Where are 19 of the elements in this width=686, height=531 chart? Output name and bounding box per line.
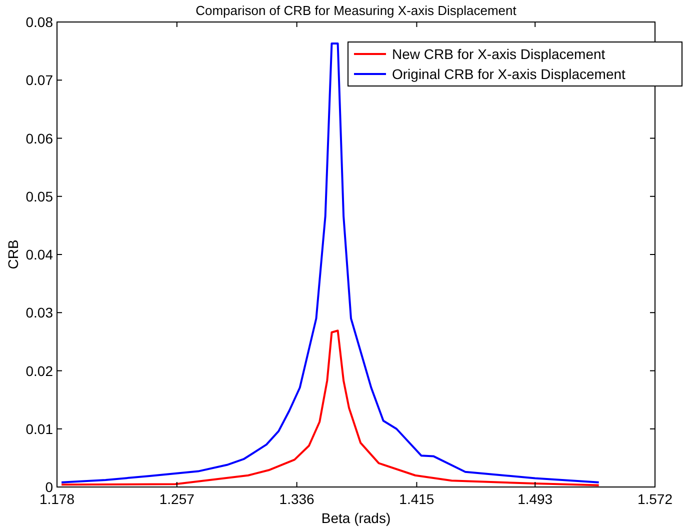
line-series (60, 330, 600, 486)
y-tick-label: 0.01 (26, 420, 54, 437)
y-tick-label: 0.05 (26, 188, 54, 204)
legend-label: Original CRB for X-axis Displacement (392, 66, 626, 82)
x-tick-label: 1.493 (518, 491, 553, 507)
x-axis-title: Beta (rads) (321, 510, 391, 526)
y-tick-label: 0.03 (26, 304, 54, 321)
y-tick-label: 0.08 (26, 14, 54, 30)
x-tick-label: 1.572 (637, 491, 673, 507)
legend-label: New CRB for X-axis Displacement (392, 46, 606, 62)
y-tick-label: 0.02 (26, 362, 54, 379)
y-tick-label: 0.06 (26, 130, 54, 146)
chart-title: Comparison of CRB for Measuring X-axis Displacement (196, 3, 517, 18)
x-tick-label: 1.415 (399, 491, 434, 507)
x-tick-label: 1.336 (279, 491, 315, 507)
y-tick-label: 0.07 (26, 72, 54, 88)
y-axis-title: CRB (5, 240, 21, 270)
y-tick-label: 0.04 (26, 246, 54, 262)
x-tick-label: 1.257 (159, 491, 195, 507)
